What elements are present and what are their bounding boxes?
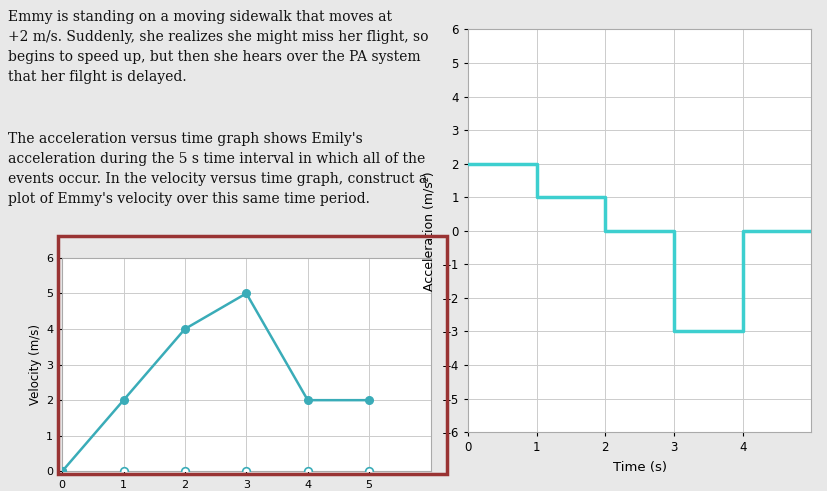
Text: Emmy is standing on a moving sidewalk that moves at
+2 m/s. Suddenly, she realiz: Emmy is standing on a moving sidewalk th… bbox=[8, 10, 428, 84]
Y-axis label: Velocity (m/s): Velocity (m/s) bbox=[29, 324, 41, 405]
X-axis label: Time (s): Time (s) bbox=[612, 461, 666, 474]
Text: The acceleration versus time graph shows Emily's
acceleration during the 5 s tim: The acceleration versus time graph shows… bbox=[8, 132, 427, 206]
Y-axis label: Acceleration (m/s²): Acceleration (m/s²) bbox=[423, 171, 435, 291]
